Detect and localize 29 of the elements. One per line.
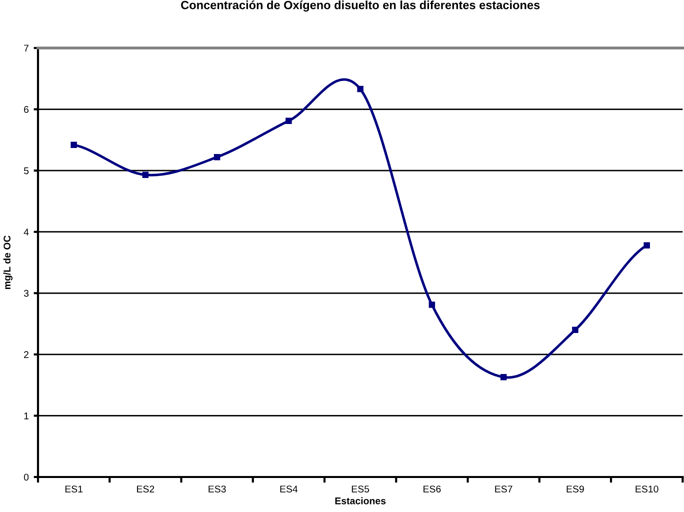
chart-title: Concentración de Oxígeno disuelto en las diferentes estaciones — [181, 0, 540, 12]
point — [286, 118, 292, 124]
y-tick-label: 2 — [24, 351, 28, 358]
point — [572, 326, 578, 334]
y-tick-label: 5 — [24, 167, 29, 174]
x-tick-label: ES3 — [208, 486, 226, 492]
point — [70, 142, 77, 148]
y-tick-label: 6 — [24, 106, 29, 113]
point — [357, 86, 364, 92]
point — [214, 154, 220, 160]
x-tick-label: ES4 — [280, 486, 298, 492]
x-tick-label: ES9 — [566, 486, 584, 492]
y-tick-label: 4 — [24, 228, 29, 236]
y-tick-label: 3 — [24, 290, 29, 297]
y-tick-label: 1 — [24, 412, 28, 420]
point — [428, 302, 436, 308]
x-tick-label: ES6 — [424, 486, 441, 492]
point — [500, 374, 507, 380]
x-tick-label: ES5 — [352, 486, 370, 492]
point — [142, 172, 149, 178]
y-tick-label: 7 — [24, 44, 28, 52]
x-axis-title: Estaciones — [335, 497, 386, 504]
point — [644, 242, 650, 248]
y-axis-title: mg/L de OC — [3, 236, 12, 290]
y-tick-label: 0 — [24, 474, 29, 481]
x-tick-label: ES1 — [65, 486, 83, 492]
x-tick-label: ES7 — [495, 486, 512, 492]
x-tick-label: ES10 — [636, 486, 658, 492]
x-tick-label: ES2 — [137, 486, 154, 492]
